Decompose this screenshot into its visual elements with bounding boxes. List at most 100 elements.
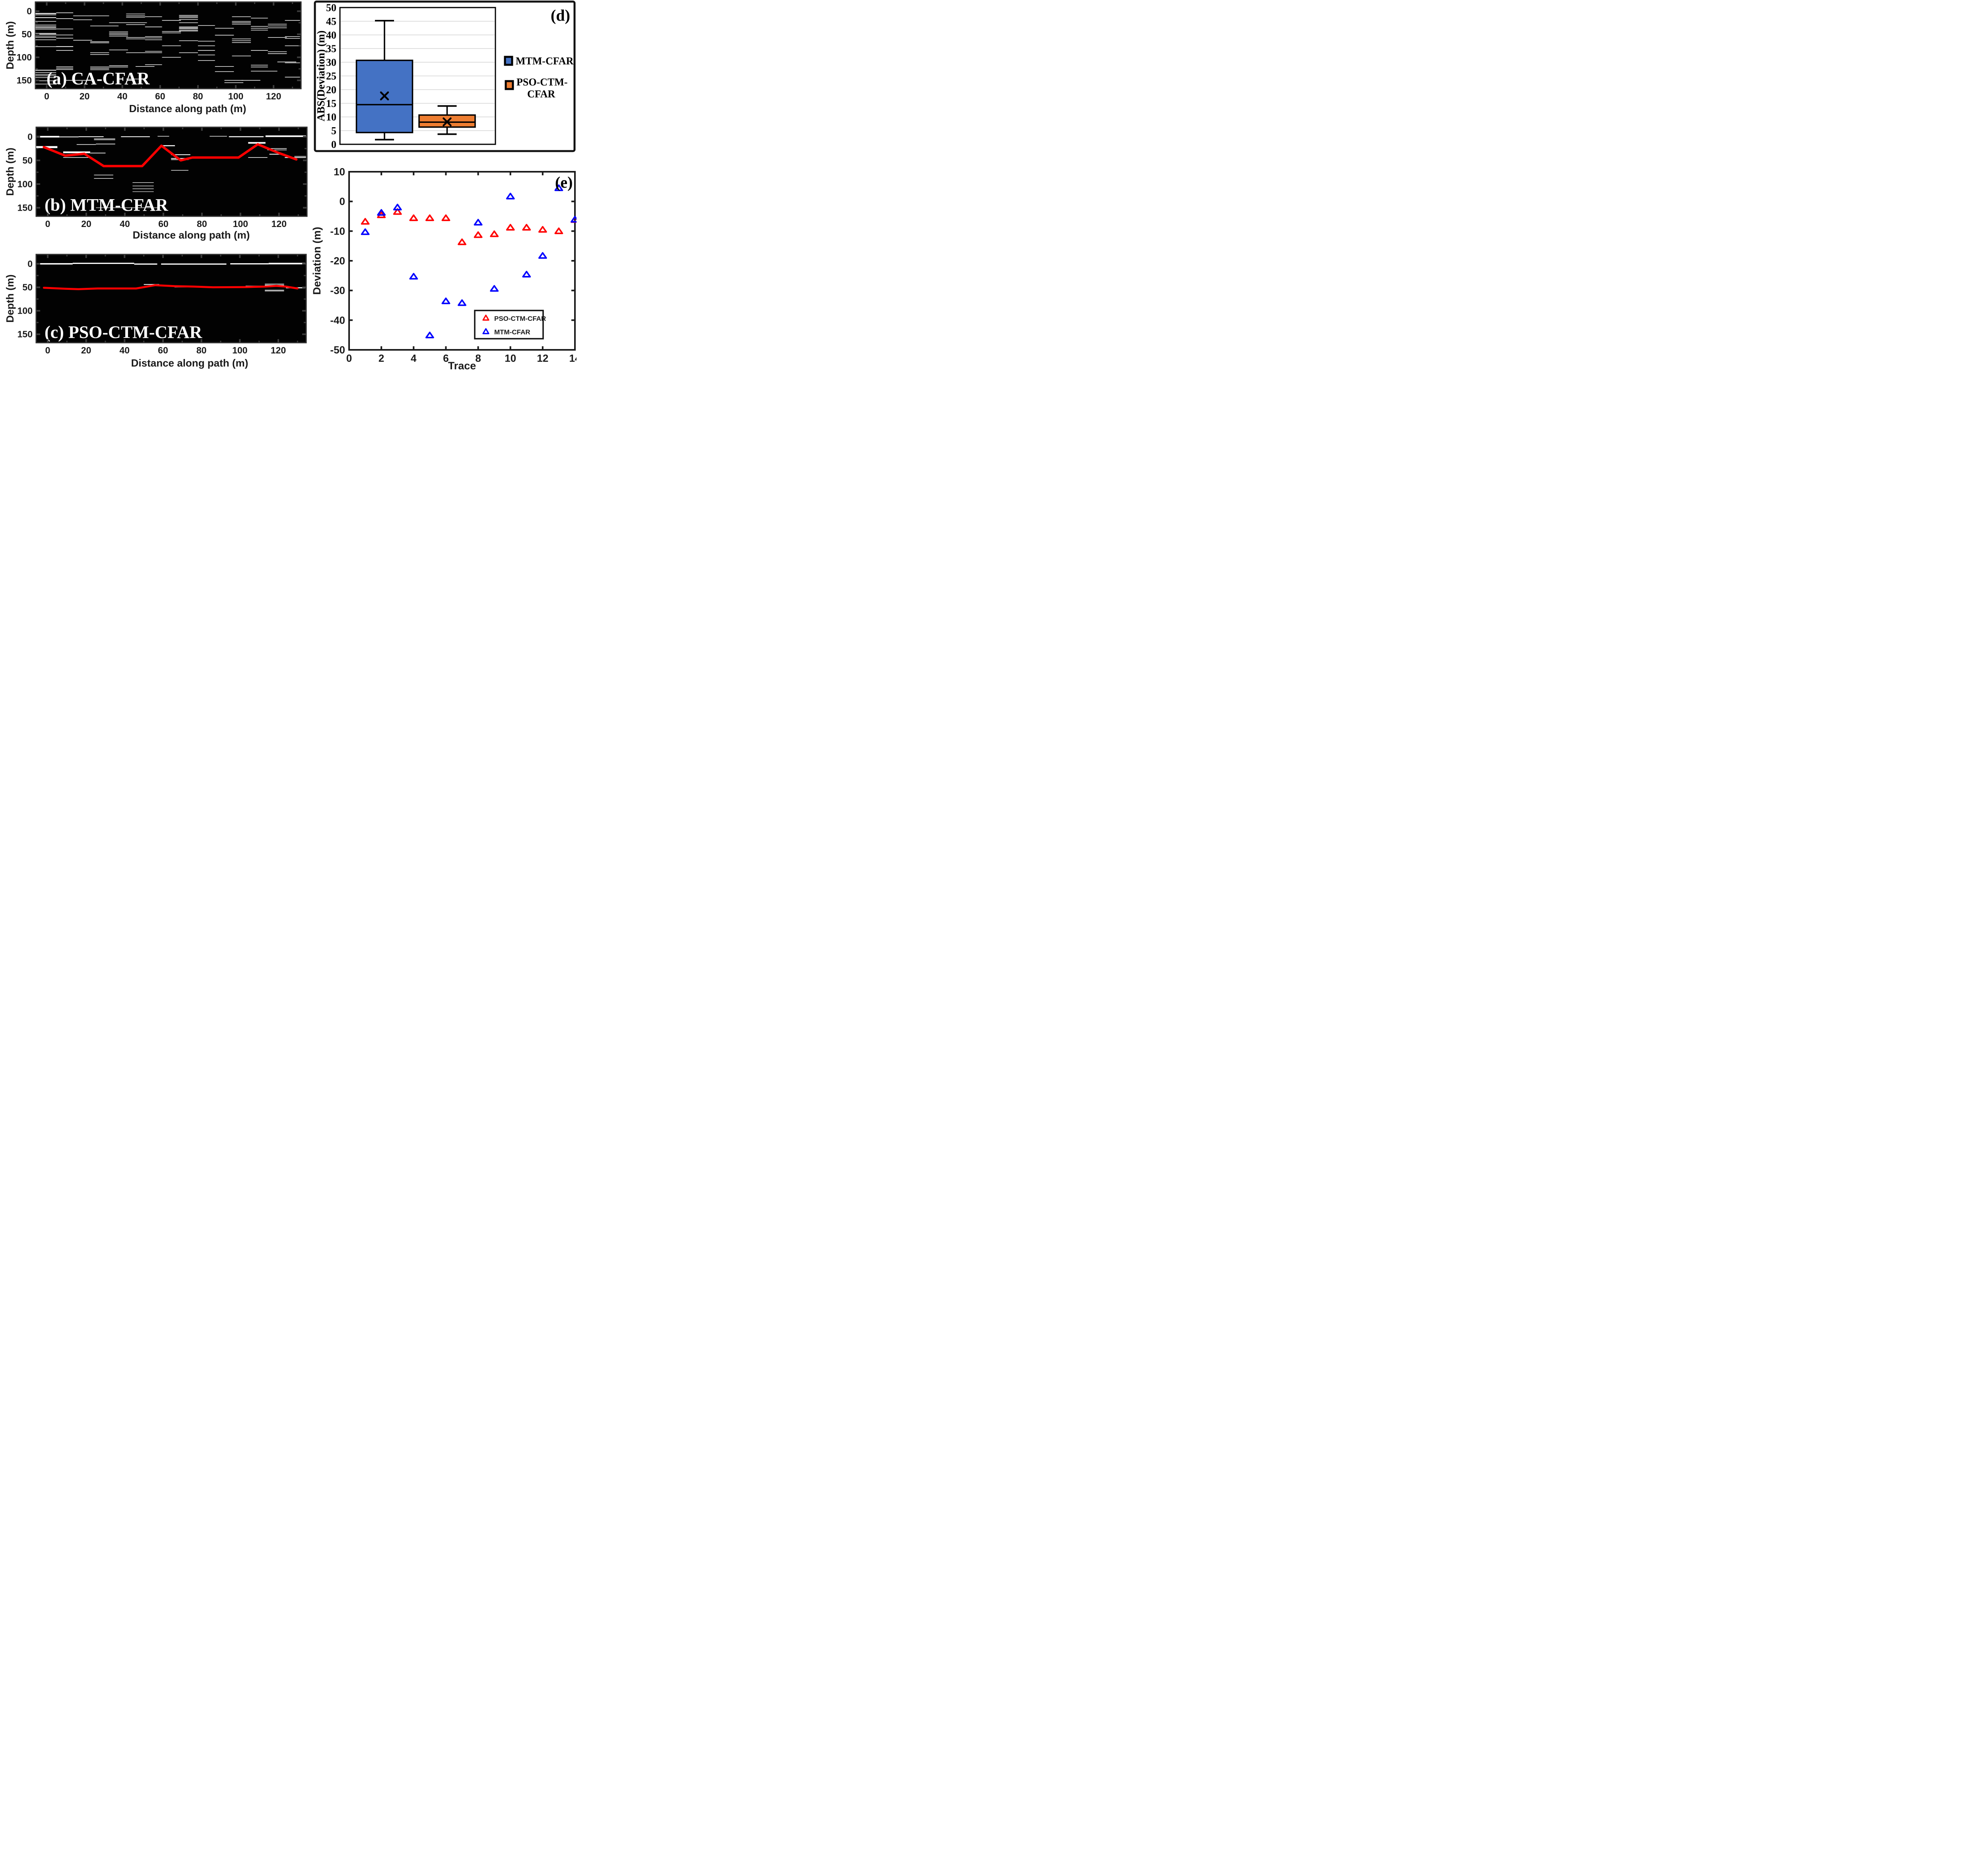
panel-c-plot-area (35, 254, 307, 343)
y-tick-label: 10 (334, 166, 345, 178)
scatter-point-PSO-CTM-CFAR (361, 218, 370, 225)
y-tick-label: -20 (330, 255, 345, 267)
scatter-point-MTM-CFAR (474, 219, 483, 226)
legend-marker-pso-triangle (482, 314, 489, 321)
panel-a-plot-area (35, 1, 302, 89)
x-tick-label: 60 (155, 91, 165, 101)
panel-c-xlabel: Distance along path (m) (131, 357, 248, 369)
scatter-point-MTM-CFAR (571, 216, 577, 223)
y-tick-label: 50 (21, 29, 32, 39)
legend-label-mtm: MTM-CFAR (494, 328, 530, 336)
scatter-point-PSO-CTM-CFAR (441, 214, 450, 221)
y-tick-label: 0 (331, 139, 336, 150)
x-tick-label: 20 (80, 91, 90, 101)
scatter-point-MTM-CFAR (393, 204, 402, 211)
panel-a-xlabel: Distance along path (m) (129, 103, 247, 114)
y-tick-label: 25 (326, 70, 336, 82)
panel-e-legend: PSO-CTM-CFAR MTM-CFAR (474, 310, 546, 340)
y-tick-label: 5 (331, 125, 336, 137)
x-tick-label: 0 (45, 219, 50, 229)
mean-marker (380, 91, 389, 101)
scatter-point-MTM-CFAR (458, 299, 466, 306)
x-tick-label: 20 (81, 345, 91, 355)
y-tick-label: 10 (326, 111, 336, 123)
panel-b-xlabel: Distance along path (m) (133, 229, 250, 241)
y-tick-label: -10 (330, 225, 345, 237)
panel-d-ylabel: ABS(Deviation) (m) (315, 31, 327, 122)
x-tick-label: 100 (232, 345, 247, 355)
y-tick-label: 150 (17, 329, 33, 340)
y-tick-label: -30 (330, 285, 345, 297)
y-tick-label: 100 (17, 52, 32, 62)
x-tick-label: 80 (197, 219, 207, 229)
y-tick-label: 45 (326, 16, 336, 27)
panel-a-title: (a) CA-CFAR (47, 69, 150, 88)
panel-b-title: (b) MTM-CFAR (45, 195, 169, 215)
y-tick-label: 20 (326, 84, 336, 95)
scatter-point-MTM-CFAR (409, 273, 418, 280)
y-tick-label: 50 (22, 282, 33, 293)
x-tick-label: 8 (475, 352, 481, 364)
y-tick-label: -50 (330, 344, 345, 356)
panel-d-legend: MTM-CFAR PSO-CTM- CFAR (504, 55, 574, 100)
y-tick-label: 100 (17, 179, 33, 189)
panel-e-xlabel: Trace (448, 360, 476, 370)
x-tick-label: 2 (379, 352, 384, 364)
legend-label-pso-line2: CFAR (527, 88, 555, 100)
x-tick-label: 6 (443, 352, 448, 364)
scatter-point-MTM-CFAR (425, 332, 434, 339)
picked-horizon-line (43, 284, 299, 290)
y-tick-label: 100 (17, 306, 33, 316)
y-tick-label: 0 (27, 259, 33, 269)
scatter-point-MTM-CFAR (522, 271, 531, 277)
scatter-point-PSO-CTM-CFAR (458, 238, 466, 245)
panel-c: (c) PSO-CTM-CFAR 0 20 40 60 80 100 120 0 50 100 15… (4, 254, 307, 369)
x-tick-label: 40 (120, 345, 130, 355)
legend-marker-mtm-triangle (482, 328, 489, 334)
panel-d-label: (d) (551, 6, 570, 24)
x-tick-label: 120 (266, 91, 281, 101)
panel-a: (a) CA-CFAR 0 20 40 60 80 100 120 0 50 100 150 Dis… (4, 1, 302, 114)
y-tick-label: 0 (27, 132, 33, 142)
x-tick-label: 20 (81, 219, 91, 229)
scatter-point-MTM-CFAR (490, 285, 499, 292)
legend-label-mtm: MTM-CFAR (516, 55, 574, 67)
y-tick-label: 150 (17, 203, 33, 213)
panel-c-title: (c) PSO-CTM-CFAR (45, 322, 203, 342)
x-tick-label: 0 (346, 352, 352, 364)
x-tick-label: 10 (505, 352, 516, 364)
scatter-point-PSO-CTM-CFAR (538, 226, 547, 233)
scatter-point-MTM-CFAR (377, 209, 386, 216)
x-tick-label: 100 (233, 219, 248, 229)
scatter-point-PSO-CTM-CFAR (425, 214, 434, 221)
x-tick-label: 100 (228, 91, 243, 101)
y-tick-label: 50 (22, 155, 33, 165)
panel-e-label: (e) (555, 173, 573, 191)
panel-c-ylabel: Depth (m) (4, 274, 16, 322)
scatter-point-PSO-CTM-CFAR (490, 230, 499, 237)
panel-e-ylabel: Deviation (m) (311, 227, 323, 295)
y-tick-label: 0 (27, 6, 32, 16)
scatter-point-PSO-CTM-CFAR (409, 214, 418, 221)
scatter-point-PSO-CTM-CFAR (554, 227, 563, 234)
x-tick-label: 80 (196, 345, 207, 355)
y-tick-label: 0 (340, 196, 345, 208)
y-tick-label: 150 (17, 75, 32, 85)
scatter-point-PSO-CTM-CFAR (506, 224, 515, 231)
x-tick-label: 12 (537, 352, 548, 364)
x-tick-label: 120 (271, 345, 286, 355)
x-tick-label: 40 (117, 91, 128, 101)
panel-a-ylabel: Depth (m) (4, 21, 16, 69)
panel-e: 02468101214100-10-20-30-40-50 (e) Trace … (311, 166, 577, 370)
y-tick-label: -40 (330, 314, 345, 326)
scatter-point-MTM-CFAR (538, 252, 547, 259)
y-tick-label: 30 (326, 57, 336, 68)
x-tick-label: 4 (411, 352, 417, 364)
x-tick-label: 14 (569, 352, 577, 364)
scatter-point-PSO-CTM-CFAR (474, 231, 483, 238)
scatter-point-MTM-CFAR (361, 228, 370, 235)
y-tick-label: 40 (326, 29, 336, 41)
x-tick-label: 120 (272, 219, 287, 229)
legend-swatch-pso (505, 80, 514, 90)
